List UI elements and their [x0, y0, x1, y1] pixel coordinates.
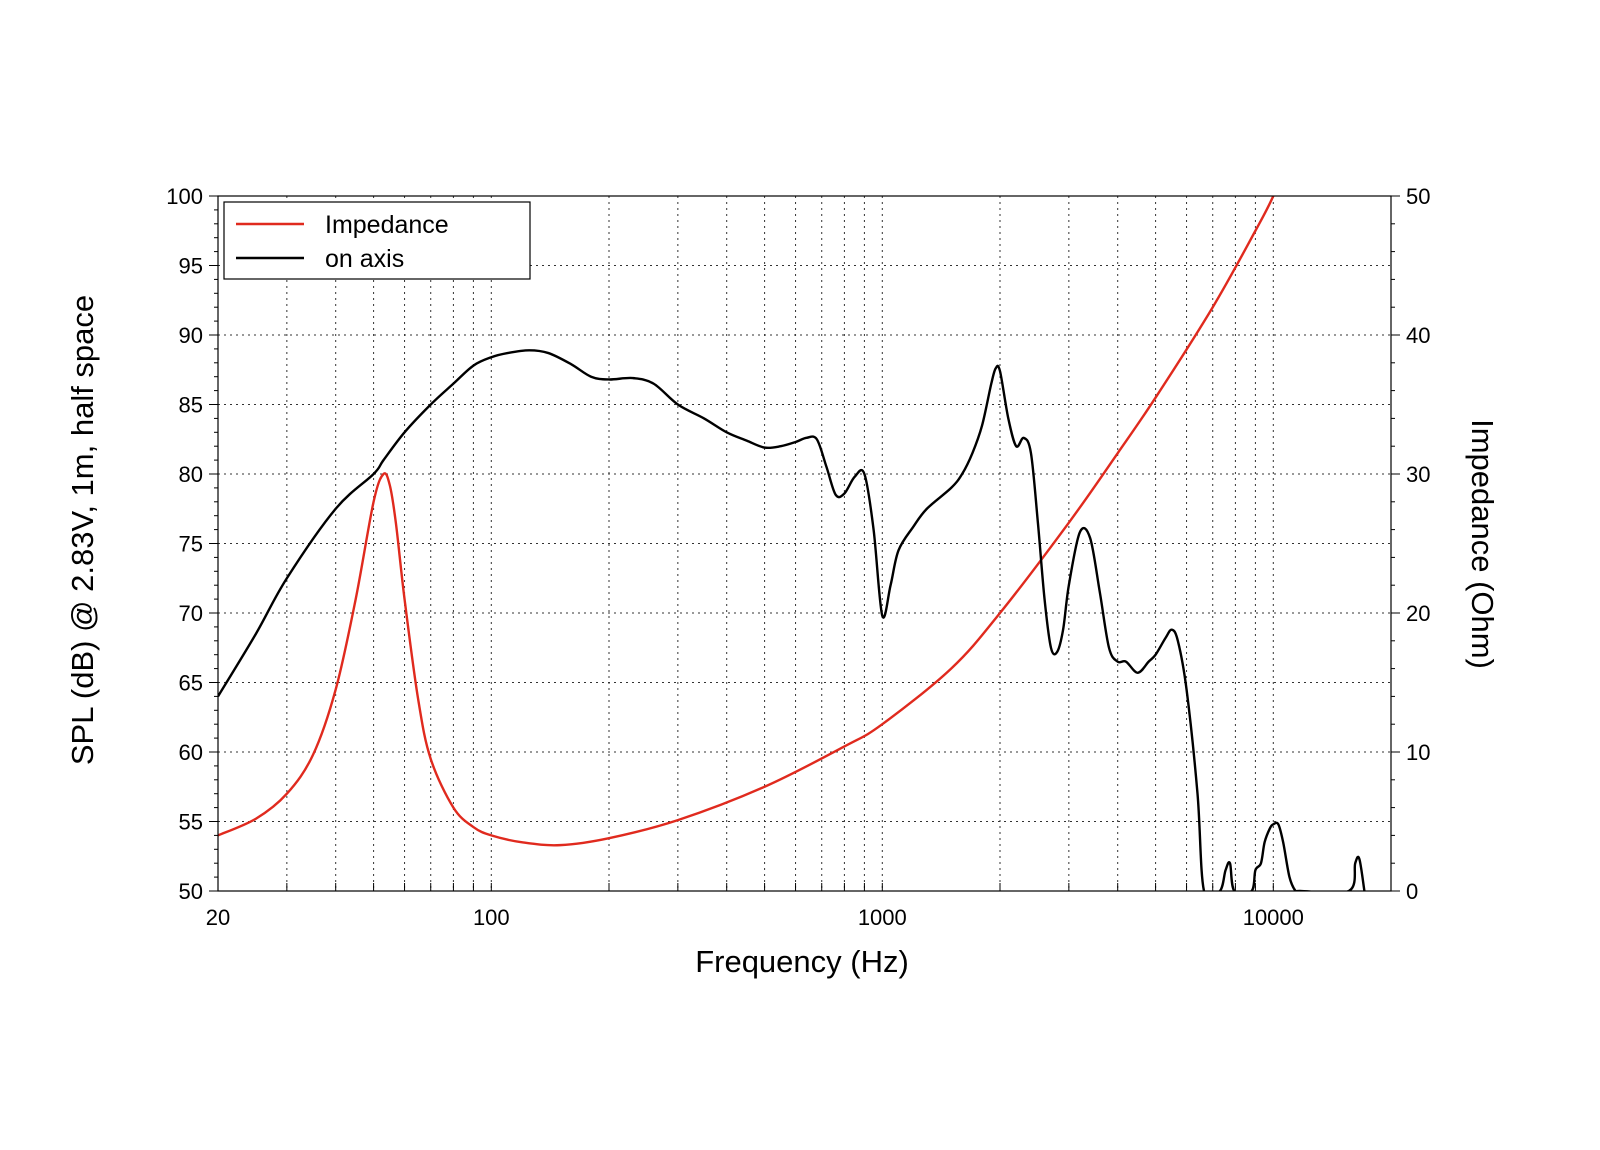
y-axis-title: SPL (dB) @ 2.83V, 1m, half space	[65, 295, 100, 765]
legend-label-impedance: Impedance	[325, 211, 449, 239]
y2-axis-title: Impedance (Ohm)	[1465, 419, 1500, 669]
plot-frame	[217, 195, 1392, 892]
y-tick-label: 80	[179, 462, 203, 487]
grid	[218, 196, 1391, 891]
y2-tick-label: 50	[1406, 184, 1430, 209]
x-tick-label: 20	[206, 905, 230, 930]
y-tick-label: 70	[179, 601, 203, 626]
y-tick-label: 65	[179, 671, 203, 696]
y2-tick-label: 20	[1406, 601, 1430, 626]
y-tick-label: 75	[179, 532, 203, 557]
series-line-impedance	[218, 196, 1275, 847]
x-tick-label: 10000	[1243, 905, 1304, 930]
y2-tick-label: 40	[1406, 323, 1430, 348]
y-tick-label: 90	[179, 323, 203, 348]
y-tick-labels: 50 55 60 65 70 75 80 85 90 95 100	[166, 184, 203, 904]
legend: Impedance on axis	[223, 201, 531, 280]
y2-tick-label: 30	[1406, 462, 1430, 487]
y2-tick-label: 0	[1406, 879, 1418, 904]
y-tick-label: 50	[179, 879, 203, 904]
y-tick-label: 100	[166, 184, 203, 209]
x-tick-label: 100	[473, 905, 510, 930]
x-axis-title: Frequency (Hz)	[695, 944, 909, 979]
legend-box	[223, 201, 531, 280]
y-tick-label: 60	[179, 740, 203, 765]
y2-tick-labels: 0 10 20 30 40 50	[1406, 184, 1430, 904]
y-tick-label: 85	[179, 393, 203, 418]
x-tick-labels: 20 100 1000 10000	[206, 905, 1304, 930]
x-tick-label: 1000	[858, 905, 907, 930]
y2-tick-label: 10	[1406, 740, 1430, 765]
axis-ticks	[209, 195, 1400, 892]
legend-label-on-axis: on axis	[325, 245, 404, 273]
y-tick-label: 95	[179, 254, 203, 279]
y-tick-label: 55	[179, 810, 203, 835]
